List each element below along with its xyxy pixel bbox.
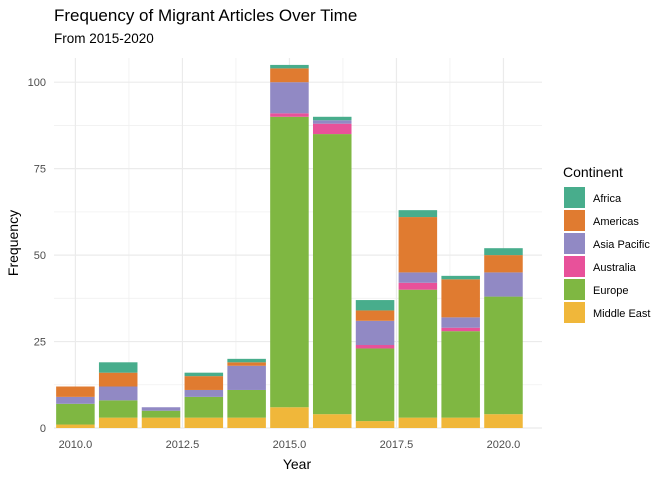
bar-africa xyxy=(184,372,224,377)
bar-europe xyxy=(227,389,266,418)
bar-americas xyxy=(484,255,523,273)
legend: Continent Africa Americas Asia Pacific Aust… xyxy=(563,164,650,323)
y-axis-title: Frequency xyxy=(5,210,21,276)
bar-australia xyxy=(312,123,352,135)
legend-swatch xyxy=(564,279,585,300)
bar-asia-pacific xyxy=(441,317,480,328)
bar-americas xyxy=(441,279,480,318)
bar-europe xyxy=(484,296,523,415)
bar-middle-east xyxy=(441,417,480,428)
bar-middle-east xyxy=(184,417,224,428)
bar-middle-east xyxy=(141,417,181,428)
bar-africa xyxy=(398,210,438,218)
bar-asia-pacific xyxy=(227,365,266,390)
bar-europe xyxy=(355,348,395,422)
bar-europe xyxy=(441,331,480,418)
bar-africa xyxy=(441,275,480,280)
legend-swatch xyxy=(564,233,585,254)
bar-americas xyxy=(56,386,95,397)
legend-label: Europe xyxy=(593,285,628,297)
y-tick-label: 25 xyxy=(34,337,46,349)
bar-middle-east xyxy=(484,414,523,428)
legend-swatch xyxy=(564,302,585,323)
bar-asia-pacific xyxy=(312,120,352,124)
bar-americas xyxy=(184,376,224,390)
bar-middle-east xyxy=(227,417,266,428)
legend-label: Americas xyxy=(593,216,639,228)
y-tick-label: 50 xyxy=(34,250,46,262)
y-tick-label: 0 xyxy=(40,423,46,435)
chart-subtitle: From 2015-2020 xyxy=(54,31,154,46)
y-tick-label: 75 xyxy=(34,164,46,176)
bar-middle-east xyxy=(56,424,95,428)
x-tick-label: 2017.5 xyxy=(380,439,414,451)
bar-europe xyxy=(270,116,309,408)
bar-africa xyxy=(227,358,266,363)
bar-asia-pacific xyxy=(141,407,181,411)
bar-americas xyxy=(270,68,309,83)
axis-ticks: 2010.0 2012.5 2015.0 2017.5 2020.0 0 25 50 75 100 xyxy=(28,77,521,451)
bar-australia xyxy=(441,327,480,332)
x-tick-label: 2020.0 xyxy=(487,439,521,451)
legend-swatch xyxy=(564,210,585,231)
bar-africa xyxy=(270,64,309,69)
bar-americas xyxy=(355,310,395,321)
bar-europe xyxy=(141,410,181,418)
bar-africa xyxy=(98,362,138,373)
bar-middle-east xyxy=(355,421,395,428)
x-tick-label: 2015.0 xyxy=(273,439,307,451)
bar-asia-pacific xyxy=(398,272,438,283)
legend-swatch xyxy=(564,187,585,208)
bar-middle-east xyxy=(98,417,138,428)
bar-americas xyxy=(98,372,138,387)
x-tick-label: 2010.0 xyxy=(59,439,93,451)
bars xyxy=(56,64,523,428)
bar-americas xyxy=(227,362,266,366)
legend-label: Africa xyxy=(593,193,622,205)
bar-australia xyxy=(270,113,309,117)
bar-africa xyxy=(355,300,395,311)
x-tick-label: 2012.5 xyxy=(166,439,200,451)
bar-middle-east xyxy=(398,417,438,428)
bar-europe xyxy=(312,134,352,415)
bar-asia-pacific xyxy=(484,272,523,297)
bar-europe xyxy=(98,400,138,418)
bar-europe xyxy=(398,289,438,418)
bar-asia-pacific xyxy=(355,320,395,346)
y-tick-label: 100 xyxy=(28,77,46,89)
legend-title: Continent xyxy=(563,164,623,180)
bar-asia-pacific xyxy=(56,396,95,404)
bar-middle-east xyxy=(270,407,309,428)
bar-australia xyxy=(355,345,395,349)
bar-asia-pacific xyxy=(270,82,309,114)
bar-europe xyxy=(56,403,95,425)
legend-label: Middle East xyxy=(593,308,650,320)
x-axis-title: Year xyxy=(283,456,312,472)
legend-swatch xyxy=(564,256,585,277)
bar-africa xyxy=(484,248,523,256)
bar-asia-pacific xyxy=(98,386,138,401)
legend-label: Asia Pacific xyxy=(593,239,650,251)
bar-africa xyxy=(312,116,352,121)
bar-middle-east xyxy=(312,414,352,428)
bar-asia-pacific xyxy=(184,389,224,397)
chart-title: Frequency of Migrant Articles Over Time xyxy=(54,6,357,25)
bar-americas xyxy=(398,217,438,273)
bar-europe xyxy=(184,396,224,418)
bar-australia xyxy=(398,282,438,290)
legend-label: Australia xyxy=(593,262,637,274)
